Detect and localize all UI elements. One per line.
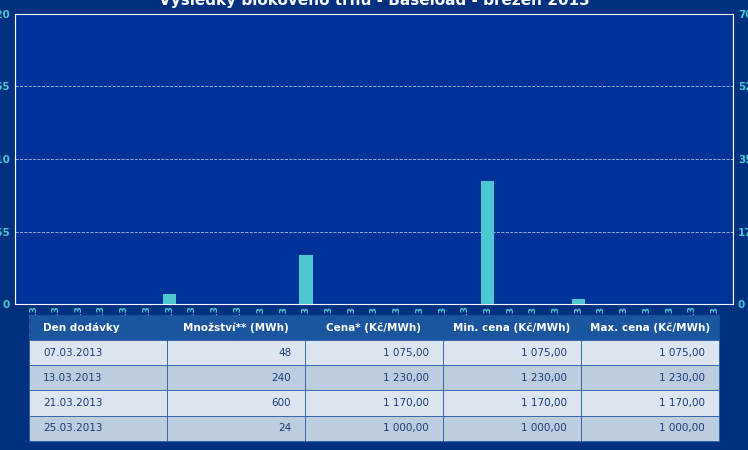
Bar xyxy=(481,181,494,304)
Bar xyxy=(162,294,177,304)
Bar xyxy=(571,299,586,304)
Title: Výsledky blokového trhu - Baseload - březen 2013: Výsledky blokového trhu - Baseload - bře… xyxy=(159,0,589,8)
Bar xyxy=(299,255,313,304)
